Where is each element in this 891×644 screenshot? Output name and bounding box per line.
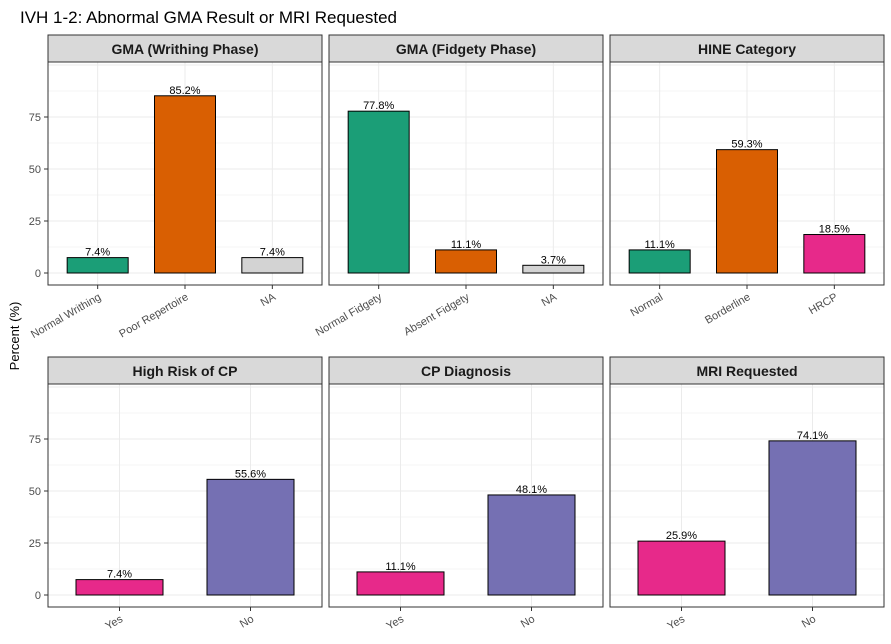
panel-0: 7.4% 85.2% 7.4% GMA (Writhing Phase) Normal …: [29, 34, 323, 341]
data-label: 7.4%: [260, 247, 285, 259]
y-axis-label: Percent (%): [7, 302, 22, 371]
strip-background: [609, 34, 885, 63]
data-label: 25.9%: [666, 530, 697, 542]
bar: [487, 494, 576, 596]
bar: [637, 540, 726, 596]
panel-title: MRI Requested: [696, 363, 797, 379]
data-label: 7.4%: [85, 247, 110, 259]
bar: [803, 234, 866, 274]
strip-background: [328, 34, 604, 63]
panel-3: 7.4% 55.6% High Risk of CP Yes No 0 25 50 75: [29, 356, 323, 633]
panel-5: 25.9% 74.1% MRI Requested Yes No: [609, 356, 885, 633]
bar: [768, 440, 857, 596]
bar: [628, 249, 691, 274]
x-tick-label: NA: [259, 291, 279, 309]
bar: [347, 110, 410, 274]
data-label: 85.2%: [169, 85, 200, 97]
panels-layer: 7.4% 85.2% 7.4% GMA (Writhing Phase) Normal …: [29, 34, 885, 633]
data-label: 11.1%: [385, 561, 416, 573]
bar: [241, 257, 304, 274]
y-tick-label: 0: [35, 268, 41, 280]
bar: [154, 95, 216, 274]
panel-1: 77.8% 11.1% 3.7% GMA (Fidgety Phase) Normal …: [314, 34, 604, 339]
bar: [716, 149, 778, 274]
x-tick-label: Yes: [384, 613, 406, 633]
panel-title: HINE Category: [698, 41, 796, 57]
data-label: 11.1%: [644, 239, 675, 251]
data-label: 3.7%: [541, 254, 566, 266]
x-tick-label: NA: [540, 291, 560, 309]
x-tick-label: Yes: [665, 613, 687, 633]
x-tick-label: Yes: [103, 613, 125, 633]
strip-background: [609, 356, 885, 385]
data-label: 59.3%: [731, 139, 762, 151]
data-label: 18.5%: [819, 224, 850, 236]
y-tick-label: 75: [29, 112, 41, 124]
panel-title: High Risk of CP: [132, 363, 237, 379]
x-tick-label: Normal Fidgety: [314, 291, 385, 339]
bar: [435, 249, 497, 274]
x-tick-label: Normal: [628, 291, 665, 319]
data-label: 11.1%: [451, 239, 482, 251]
y-tick-label: 25: [29, 538, 41, 550]
panel-4: 11.1% 48.1% CP Diagnosis Yes No: [328, 356, 604, 633]
x-tick-label: No: [519, 613, 537, 630]
panel-title: CP Diagnosis: [421, 363, 511, 379]
strip-background: [47, 356, 323, 385]
x-tick-label: No: [800, 613, 818, 630]
y-tick-label: 0: [35, 590, 41, 602]
data-label: 77.8%: [363, 100, 394, 112]
data-label: 74.1%: [797, 430, 828, 442]
bar: [522, 264, 585, 274]
panel-title: GMA (Writhing Phase): [112, 41, 259, 57]
x-tick-label: Absent Fidgety: [402, 291, 472, 338]
panel-2: 11.1% 59.3% 18.5% HINE Category Normal Border…: [609, 34, 885, 327]
y-tick-label: 25: [29, 216, 41, 228]
data-label: 48.1%: [516, 484, 547, 496]
bar: [206, 478, 295, 596]
bar: [75, 579, 164, 596]
strip-background: [47, 34, 323, 63]
y-tick-label: 50: [29, 164, 41, 176]
x-tick-label: Borderline: [703, 291, 752, 326]
chart-title: IVH 1-2: Abnormal GMA Result or MRI Requ…: [20, 8, 397, 27]
bar: [66, 257, 129, 274]
data-label: 55.6%: [235, 468, 266, 480]
panel-title: GMA (Fidgety Phase): [396, 41, 536, 57]
bar: [356, 571, 445, 596]
x-tick-label: Poor Repertoire: [117, 291, 190, 340]
y-tick-label: 75: [29, 434, 41, 446]
data-label: 7.4%: [107, 569, 132, 581]
x-tick-label: Normal Writhing: [29, 291, 103, 341]
x-tick-label: No: [238, 613, 256, 630]
strip-background: [328, 356, 604, 385]
y-tick-label: 50: [29, 486, 41, 498]
x-tick-label: HRCP: [807, 291, 840, 317]
